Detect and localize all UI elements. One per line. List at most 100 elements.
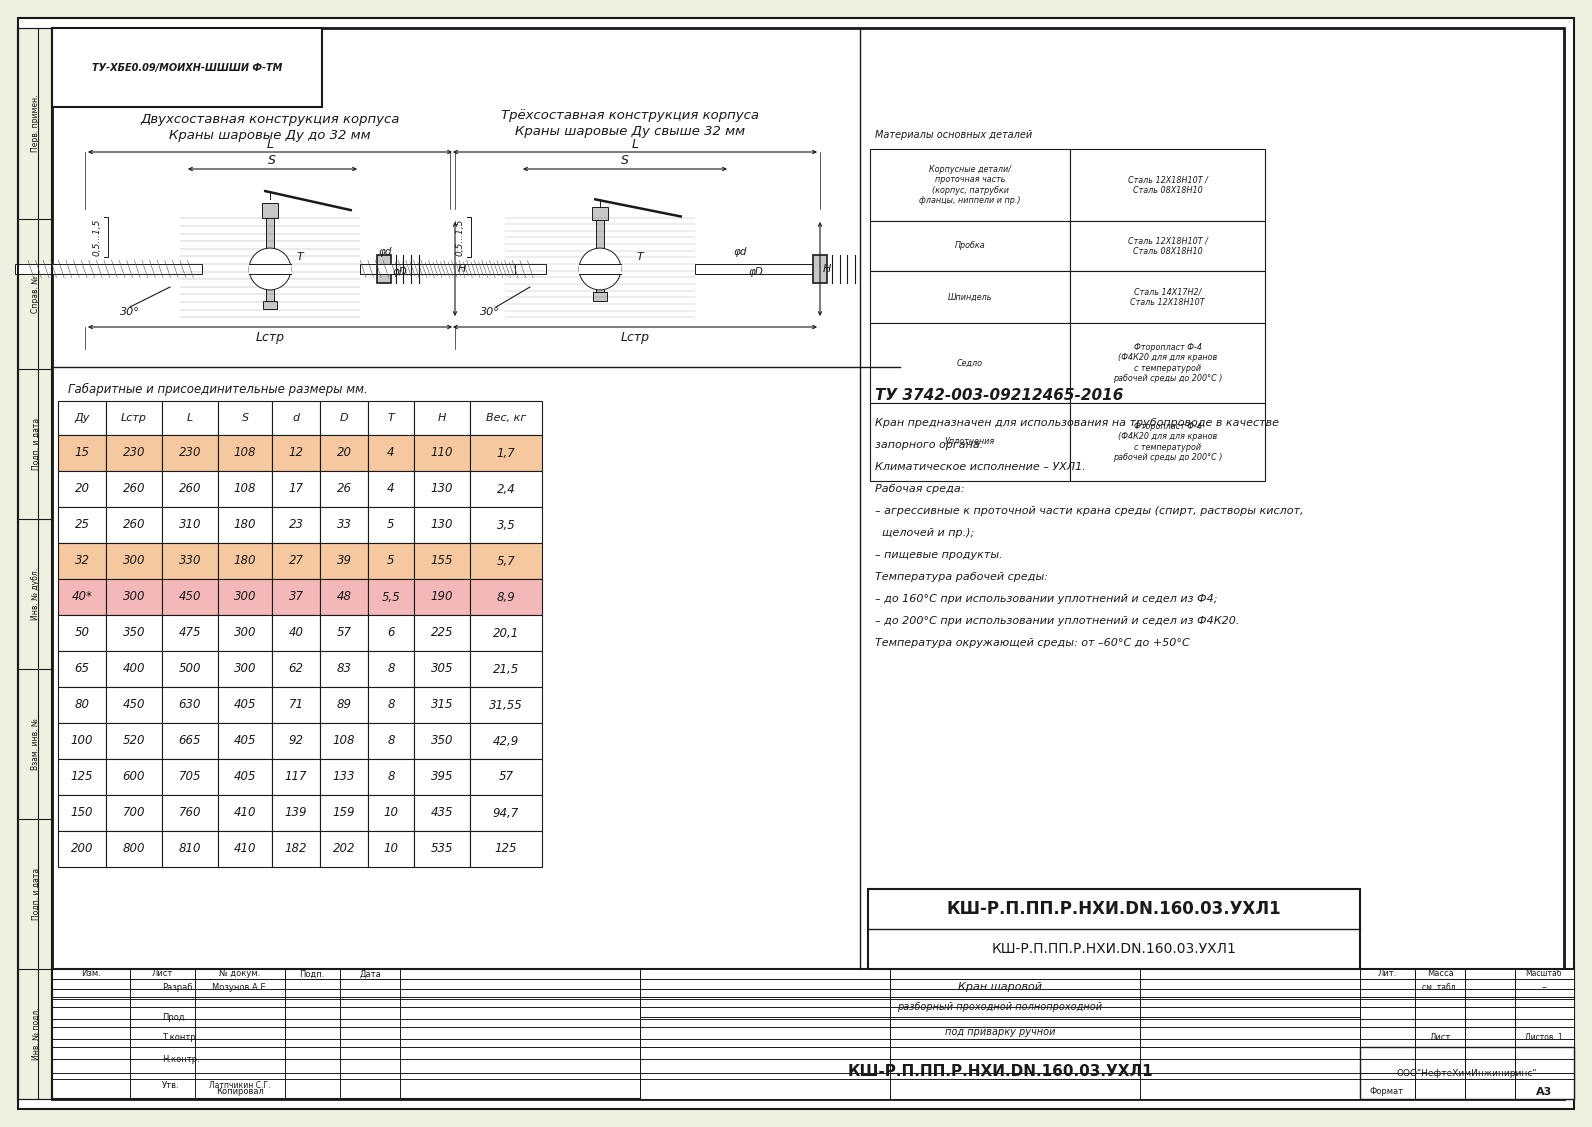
Text: φd: φd bbox=[379, 247, 392, 257]
Bar bbox=[272, 615, 320, 651]
Text: T: T bbox=[296, 252, 304, 261]
Text: 125: 125 bbox=[495, 843, 517, 855]
Bar bbox=[869, 323, 1070, 403]
Bar bbox=[218, 651, 272, 687]
Bar bbox=[320, 831, 368, 867]
Text: Латпчикин С.Г.: Латпчикин С.Г. bbox=[209, 1082, 271, 1091]
Text: 8: 8 bbox=[387, 735, 395, 747]
Text: 108: 108 bbox=[333, 735, 355, 747]
Text: 130: 130 bbox=[431, 482, 454, 496]
Bar bbox=[107, 401, 162, 435]
Text: Двухсоставная конструкция корпуса: Двухсоставная конструкция корпуса bbox=[140, 113, 400, 125]
Bar bbox=[162, 507, 218, 543]
Bar bbox=[162, 795, 218, 831]
Text: Справ. №: Справ. № bbox=[32, 275, 40, 312]
Bar bbox=[1070, 221, 1266, 270]
Bar bbox=[162, 758, 218, 795]
Text: 8: 8 bbox=[387, 771, 395, 783]
Bar bbox=[57, 507, 107, 543]
Bar bbox=[57, 435, 107, 471]
Text: Т.контр.: Т.контр. bbox=[162, 1032, 199, 1041]
Text: Н.контр.: Н.контр. bbox=[162, 1056, 199, 1065]
Text: Сталь 12Х18Н10Т /
Сталь 08Х18Н10: Сталь 12Х18Н10Т / Сталь 08Х18Н10 bbox=[1127, 176, 1207, 195]
Bar bbox=[368, 401, 414, 435]
Bar bbox=[320, 507, 368, 543]
Text: 350: 350 bbox=[431, 735, 454, 747]
Text: 475: 475 bbox=[178, 627, 201, 639]
Text: Трёхсоставная конструкция корпуса: Трёхсоставная конструкция корпуса bbox=[501, 108, 759, 122]
Text: 5,7: 5,7 bbox=[497, 554, 516, 568]
Text: Листов  1: Листов 1 bbox=[1525, 1032, 1563, 1041]
Text: D: D bbox=[339, 412, 349, 423]
Text: Разраб.: Разраб. bbox=[162, 983, 196, 992]
Text: – до 200°С при использовании уплотнений и седел из Ф4К20.: – до 200°С при использовании уплотнений … bbox=[876, 616, 1240, 625]
Bar bbox=[320, 687, 368, 724]
Bar bbox=[272, 758, 320, 795]
Text: Lстр: Lстр bbox=[121, 412, 146, 423]
Bar bbox=[320, 579, 368, 615]
Bar bbox=[320, 795, 368, 831]
Bar bbox=[320, 615, 368, 651]
Text: 260: 260 bbox=[123, 518, 145, 532]
Bar bbox=[162, 471, 218, 507]
Text: 92: 92 bbox=[288, 735, 304, 747]
Bar bbox=[368, 687, 414, 724]
Text: 50: 50 bbox=[75, 627, 89, 639]
Text: Утв.: Утв. bbox=[162, 1082, 180, 1091]
Bar bbox=[218, 615, 272, 651]
Bar bbox=[53, 969, 1574, 1099]
Bar bbox=[107, 543, 162, 579]
Text: 15: 15 bbox=[75, 446, 89, 460]
Text: 117: 117 bbox=[285, 771, 307, 783]
Bar bbox=[263, 301, 277, 309]
Text: Фторопласт Ф-4
(Ф4К20 для для кранов
с температурой
рабочей среды до 200°С ): Фторопласт Ф-4 (Ф4К20 для для кранов с т… bbox=[1113, 343, 1223, 383]
Text: 20,1: 20,1 bbox=[494, 627, 519, 639]
Text: 800: 800 bbox=[123, 843, 145, 855]
Bar bbox=[218, 579, 272, 615]
Text: 26: 26 bbox=[336, 482, 352, 496]
Bar bbox=[320, 543, 368, 579]
Text: 40*: 40* bbox=[72, 591, 92, 603]
Bar bbox=[368, 471, 414, 507]
Bar bbox=[218, 687, 272, 724]
Text: под приварку ручной: под приварку ручной bbox=[944, 1027, 1055, 1037]
Text: 125: 125 bbox=[70, 771, 94, 783]
Bar bbox=[360, 264, 546, 274]
Bar bbox=[414, 507, 470, 543]
Text: 435: 435 bbox=[431, 807, 454, 819]
Text: Лист: Лист bbox=[151, 969, 172, 978]
Text: Перв. примен.: Перв. примен. bbox=[32, 95, 40, 152]
Bar bbox=[814, 255, 828, 283]
Text: 8: 8 bbox=[387, 663, 395, 675]
Bar bbox=[57, 543, 107, 579]
Bar bbox=[594, 292, 607, 301]
Bar bbox=[640, 969, 1140, 1099]
Text: Температура окружающей среды: от –60°С до +50°С: Температура окружающей среды: от –60°С д… bbox=[876, 638, 1189, 648]
Bar bbox=[377, 255, 392, 283]
Bar bbox=[320, 401, 368, 435]
Text: 8: 8 bbox=[387, 699, 395, 711]
Text: 300: 300 bbox=[123, 591, 145, 603]
Text: 202: 202 bbox=[333, 843, 355, 855]
Bar bbox=[107, 435, 162, 471]
Bar bbox=[57, 687, 107, 724]
Text: Подп.: Подп. bbox=[299, 969, 325, 978]
Text: 410: 410 bbox=[234, 807, 256, 819]
Text: 315: 315 bbox=[431, 699, 454, 711]
Bar bbox=[414, 651, 470, 687]
Text: d: d bbox=[293, 412, 299, 423]
Text: 27: 27 bbox=[288, 554, 304, 568]
Text: ООО"НефтеХимИнжиниринс": ООО"НефтеХимИнжиниринс" bbox=[1396, 1068, 1538, 1077]
Text: 405: 405 bbox=[234, 735, 256, 747]
Text: 535: 535 bbox=[431, 843, 454, 855]
Text: 400: 400 bbox=[123, 663, 145, 675]
Text: 6: 6 bbox=[387, 627, 395, 639]
Bar bbox=[470, 724, 541, 758]
Text: – пищевые продукты.: – пищевые продукты. bbox=[876, 550, 1003, 560]
Text: 155: 155 bbox=[431, 554, 454, 568]
Bar bbox=[162, 724, 218, 758]
Bar bbox=[414, 471, 470, 507]
Text: 182: 182 bbox=[285, 843, 307, 855]
Bar bbox=[272, 651, 320, 687]
Text: 62: 62 bbox=[288, 663, 304, 675]
